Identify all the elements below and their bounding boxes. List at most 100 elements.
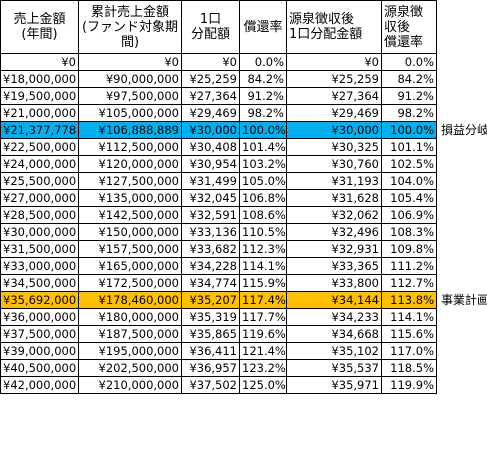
cell-distribution-per-unit[interactable]: ¥35,207 xyxy=(181,291,240,309)
cell-after-tax-distribution[interactable]: ¥34,144 xyxy=(286,291,382,309)
cell-annual-sales[interactable]: ¥36,000,000 xyxy=(0,308,79,326)
cell-after-tax-redemption-rate[interactable]: 112.7% xyxy=(381,274,437,292)
cell-cumulative-sales[interactable]: ¥105,000,000 xyxy=(78,104,182,122)
cell-annual-sales[interactable]: ¥40,500,000 xyxy=(0,359,79,377)
cell-redemption-rate[interactable]: 84.2% xyxy=(239,70,287,88)
cell-redemption-rate[interactable]: 123.2% xyxy=(239,359,287,377)
cell-after-tax-redemption-rate[interactable]: 101.1% xyxy=(381,138,437,156)
cell-after-tax-distribution[interactable]: ¥30,000 xyxy=(286,121,382,139)
cell-after-tax-distribution[interactable]: ¥31,628 xyxy=(286,189,382,207)
cell-redemption-rate[interactable]: 115.9% xyxy=(239,274,287,292)
cell-cumulative-sales[interactable]: ¥202,500,000 xyxy=(78,359,182,377)
cell-redemption-rate[interactable]: 91.2% xyxy=(239,87,287,105)
cell-after-tax-distribution[interactable]: ¥30,325 xyxy=(286,138,382,156)
cell-distribution-per-unit[interactable]: ¥30,954 xyxy=(181,155,240,173)
cell-after-tax-redemption-rate[interactable]: 115.6% xyxy=(381,325,437,343)
cell-cumulative-sales[interactable]: ¥0 xyxy=(78,53,182,71)
cell-cumulative-sales[interactable]: ¥172,500,000 xyxy=(78,274,182,292)
cell-after-tax-distribution[interactable]: ¥27,364 xyxy=(286,87,382,105)
cell-after-tax-distribution[interactable]: ¥29,469 xyxy=(286,104,382,122)
cell-distribution-per-unit[interactable]: ¥30,000 xyxy=(181,121,240,139)
cell-after-tax-distribution[interactable]: ¥32,062 xyxy=(286,206,382,224)
cell-cumulative-sales[interactable]: ¥112,500,000 xyxy=(78,138,182,156)
cell-distribution-per-unit[interactable]: ¥29,469 xyxy=(181,104,240,122)
cell-after-tax-redemption-rate[interactable]: 98.2% xyxy=(381,104,437,122)
cell-redemption-rate[interactable]: 103.2% xyxy=(239,155,287,173)
header-after-tax-distribution[interactable]: 源泉徴収後 1口分配金額 xyxy=(286,0,382,54)
cell-after-tax-distribution[interactable]: ¥33,800 xyxy=(286,274,382,292)
cell-after-tax-distribution[interactable]: ¥33,365 xyxy=(286,257,382,275)
header-annual-sales[interactable]: 売上金額 (年間) xyxy=(0,0,79,54)
cell-after-tax-redemption-rate[interactable]: 105.4% xyxy=(381,189,437,207)
cell-after-tax-redemption-rate[interactable]: 106.9% xyxy=(381,206,437,224)
cell-distribution-per-unit[interactable]: ¥34,774 xyxy=(181,274,240,292)
cell-after-tax-redemption-rate[interactable]: 91.2% xyxy=(381,87,437,105)
cell-distribution-per-unit[interactable]: ¥32,045 xyxy=(181,189,240,207)
cell-cumulative-sales[interactable]: ¥90,000,000 xyxy=(78,70,182,88)
label-business-plan[interactable]: 事業計画 xyxy=(441,292,487,307)
cell-after-tax-distribution[interactable]: ¥35,537 xyxy=(286,359,382,377)
cell-annual-sales[interactable]: ¥21,000,000 xyxy=(0,104,79,122)
label-break-even[interactable]: 損益分岐 xyxy=(441,122,487,137)
cell-after-tax-distribution[interactable]: ¥32,931 xyxy=(286,240,382,258)
cell-annual-sales[interactable]: ¥22,500,000 xyxy=(0,138,79,156)
cell-redemption-rate[interactable]: 0.0% xyxy=(239,53,287,71)
cell-redemption-rate[interactable]: 105.0% xyxy=(239,172,287,190)
cell-after-tax-redemption-rate[interactable]: 0.0% xyxy=(381,53,437,71)
cell-distribution-per-unit[interactable]: ¥34,228 xyxy=(181,257,240,275)
cell-cumulative-sales[interactable]: ¥178,460,000 xyxy=(78,291,182,309)
cell-cumulative-sales[interactable]: ¥97,500,000 xyxy=(78,87,182,105)
cell-redemption-rate[interactable]: 112.3% xyxy=(239,240,287,258)
cell-after-tax-redemption-rate[interactable]: 119.9% xyxy=(381,376,437,394)
cell-annual-sales[interactable]: ¥39,000,000 xyxy=(0,342,79,360)
cell-redemption-rate[interactable]: 108.6% xyxy=(239,206,287,224)
cell-after-tax-redemption-rate[interactable]: 109.8% xyxy=(381,240,437,258)
cell-cumulative-sales[interactable]: ¥165,000,000 xyxy=(78,257,182,275)
cell-cumulative-sales[interactable]: ¥210,000,000 xyxy=(78,376,182,394)
cell-annual-sales[interactable]: ¥35,692,000 xyxy=(0,291,79,309)
cell-redemption-rate[interactable]: 98.2% xyxy=(239,104,287,122)
cell-redemption-rate[interactable]: 121.4% xyxy=(239,342,287,360)
cell-redemption-rate[interactable]: 119.6% xyxy=(239,325,287,343)
cell-distribution-per-unit[interactable]: ¥30,408 xyxy=(181,138,240,156)
cell-after-tax-redemption-rate[interactable]: 118.5% xyxy=(381,359,437,377)
cell-cumulative-sales[interactable]: ¥106,888,889 xyxy=(78,121,182,139)
cell-distribution-per-unit[interactable]: ¥37,502 xyxy=(181,376,240,394)
cell-annual-sales[interactable]: ¥42,000,000 xyxy=(0,376,79,394)
cell-after-tax-distribution[interactable]: ¥0 xyxy=(286,53,382,71)
cell-cumulative-sales[interactable]: ¥187,500,000 xyxy=(78,325,182,343)
cell-cumulative-sales[interactable]: ¥127,500,000 xyxy=(78,172,182,190)
cell-after-tax-redemption-rate[interactable]: 113.8% xyxy=(381,291,437,309)
cell-annual-sales[interactable]: ¥30,000,000 xyxy=(0,223,79,241)
cell-annual-sales[interactable]: ¥21,377,778 xyxy=(0,121,79,139)
cell-cumulative-sales[interactable]: ¥195,000,000 xyxy=(78,342,182,360)
header-distribution-per-unit[interactable]: 1口 分配額 xyxy=(181,0,240,54)
cell-after-tax-distribution[interactable]: ¥32,496 xyxy=(286,223,382,241)
cell-redemption-rate[interactable]: 125.0% xyxy=(239,376,287,394)
cell-annual-sales[interactable]: ¥19,500,000 xyxy=(0,87,79,105)
cell-after-tax-distribution[interactable]: ¥31,193 xyxy=(286,172,382,190)
cell-redemption-rate[interactable]: 110.5% xyxy=(239,223,287,241)
cell-after-tax-redemption-rate[interactable]: 117.0% xyxy=(381,342,437,360)
cell-distribution-per-unit[interactable]: ¥0 xyxy=(181,53,240,71)
cell-after-tax-redemption-rate[interactable]: 100.0% xyxy=(381,121,437,139)
cell-annual-sales[interactable]: ¥31,500,000 xyxy=(0,240,79,258)
cell-annual-sales[interactable]: ¥37,500,000 xyxy=(0,325,79,343)
cell-distribution-per-unit[interactable]: ¥35,319 xyxy=(181,308,240,326)
cell-cumulative-sales[interactable]: ¥150,000,000 xyxy=(78,223,182,241)
cell-distribution-per-unit[interactable]: ¥27,364 xyxy=(181,87,240,105)
cell-cumulative-sales[interactable]: ¥180,000,000 xyxy=(78,308,182,326)
cell-distribution-per-unit[interactable]: ¥31,499 xyxy=(181,172,240,190)
cell-cumulative-sales[interactable]: ¥157,500,000 xyxy=(78,240,182,258)
cell-redemption-rate[interactable]: 117.4% xyxy=(239,291,287,309)
cell-distribution-per-unit[interactable]: ¥33,136 xyxy=(181,223,240,241)
cell-after-tax-distribution[interactable]: ¥35,971 xyxy=(286,376,382,394)
cell-distribution-per-unit[interactable]: ¥25,259 xyxy=(181,70,240,88)
cell-cumulative-sales[interactable]: ¥142,500,000 xyxy=(78,206,182,224)
cell-redemption-rate[interactable]: 117.7% xyxy=(239,308,287,326)
cell-annual-sales[interactable]: ¥18,000,000 xyxy=(0,70,79,88)
cell-annual-sales[interactable]: ¥28,500,000 xyxy=(0,206,79,224)
cell-annual-sales[interactable]: ¥25,500,000 xyxy=(0,172,79,190)
cell-annual-sales[interactable]: ¥0 xyxy=(0,53,79,71)
header-redemption-rate[interactable]: 償還率 xyxy=(239,0,287,54)
